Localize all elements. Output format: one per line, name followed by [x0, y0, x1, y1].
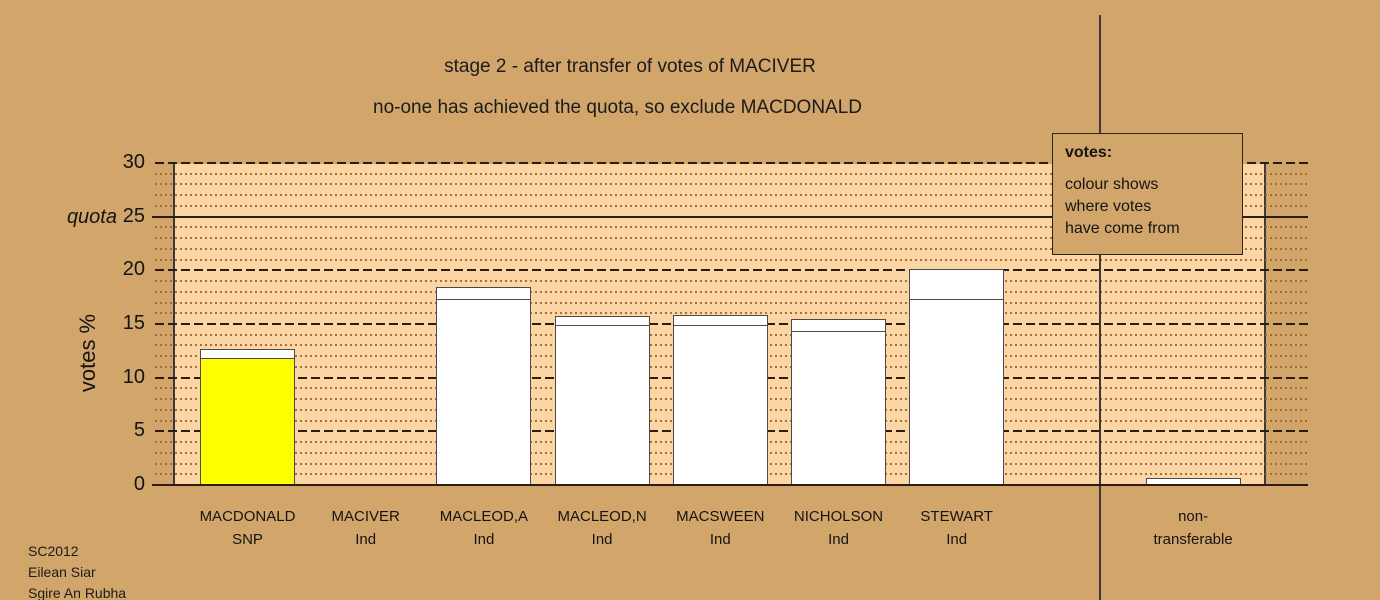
minor-gridline	[155, 194, 1308, 197]
y-tick-label-30: 30	[122, 151, 145, 173]
minor-gridline	[155, 226, 1308, 229]
x-label-macdonald: MACDONALD	[199, 508, 296, 525]
x-sublabel-nicholson: Ind	[828, 531, 849, 548]
x-sublabel-maciver: Ind	[355, 531, 377, 548]
x-sublabel-macsween: Ind	[709, 531, 731, 548]
bar-segment-macleoda	[436, 298, 532, 485]
x-sublabel-stewart: Ind	[946, 531, 968, 548]
legend-box: votes: colour shows where votes have com…	[1052, 133, 1243, 255]
footer-ward-name: Sgire An Rubha	[28, 585, 127, 600]
x-sublabel-macleoda: Ind	[473, 531, 495, 548]
bar-segment-macdonald	[200, 357, 295, 485]
quota-label: quota	[66, 206, 117, 228]
minor-gridline	[155, 280, 1308, 283]
y-tick-label-15: 15	[122, 312, 145, 334]
minor-gridline	[155, 237, 1308, 240]
legend-line: where votes	[1065, 198, 1152, 215]
bar-segment-macsween	[672, 324, 768, 485]
bar-segment-macsween	[672, 314, 768, 326]
x-label-macleoda: MACLEOD,A	[439, 508, 529, 525]
y-tick-label-20: 20	[122, 258, 145, 281]
quota-line	[152, 215, 1308, 218]
minor-gridline	[155, 301, 1308, 304]
x-sublabel-macdonald: SNP	[232, 531, 263, 548]
x-sublabel-macleodn: Ind	[591, 531, 613, 548]
x-label-stewart: STEWART	[920, 508, 993, 525]
minor-gridline	[155, 172, 1308, 175]
y-tick-label-5: 5	[133, 419, 145, 442]
chart-title: stage 2 - after transfer of votes of MAC…	[444, 56, 816, 77]
bar-segment-macdonald	[200, 349, 295, 359]
legend-line: have come from	[1065, 220, 1180, 237]
y-axis-title: votes %	[75, 313, 100, 393]
minor-gridline	[155, 204, 1308, 207]
bar-segment-stewart	[909, 298, 1005, 485]
chart-subtitle: no-one has achieved the quota, so exclud…	[373, 97, 862, 118]
minor-gridline	[155, 290, 1308, 293]
y-tick-label-0: 0	[133, 473, 145, 495]
x-label-macsween: MACSWEEN	[676, 508, 765, 525]
bar-segment-macleodn	[554, 324, 650, 485]
bar-segment-macleodn	[554, 315, 650, 326]
bar-segment-nicholson	[791, 330, 886, 485]
x-label-macleodn: MACLEOD,N	[557, 508, 647, 525]
bar-segment-nicholson	[791, 319, 886, 332]
footer-election-code: SC2012	[28, 543, 79, 559]
x-label-nicholson: NICHOLSON	[793, 508, 884, 525]
y-tick-label-25: 25	[122, 204, 145, 227]
major-gridline	[155, 269, 1308, 272]
bar-segment-stewart	[909, 268, 1005, 300]
y-tick-label-10: 10	[122, 365, 145, 388]
bar-segment-macleoda	[436, 286, 532, 300]
minor-gridline	[155, 247, 1308, 250]
minor-gridline	[155, 258, 1308, 261]
major-gridline	[155, 162, 1308, 164]
x-label-maciver: MACIVER	[331, 508, 400, 525]
non-transferable-divider-line	[1099, 15, 1101, 600]
minor-gridline	[155, 183, 1308, 186]
legend-heading: votes:	[1065, 144, 1113, 161]
x-sublabel-non: transferable	[1153, 531, 1233, 548]
x-axis-baseline	[152, 484, 1308, 486]
x-label-non: non-	[1178, 508, 1209, 525]
legend-line: colour shows	[1065, 176, 1159, 193]
footer-council-name: Eilean Siar	[28, 564, 96, 580]
minor-gridline	[155, 312, 1308, 315]
